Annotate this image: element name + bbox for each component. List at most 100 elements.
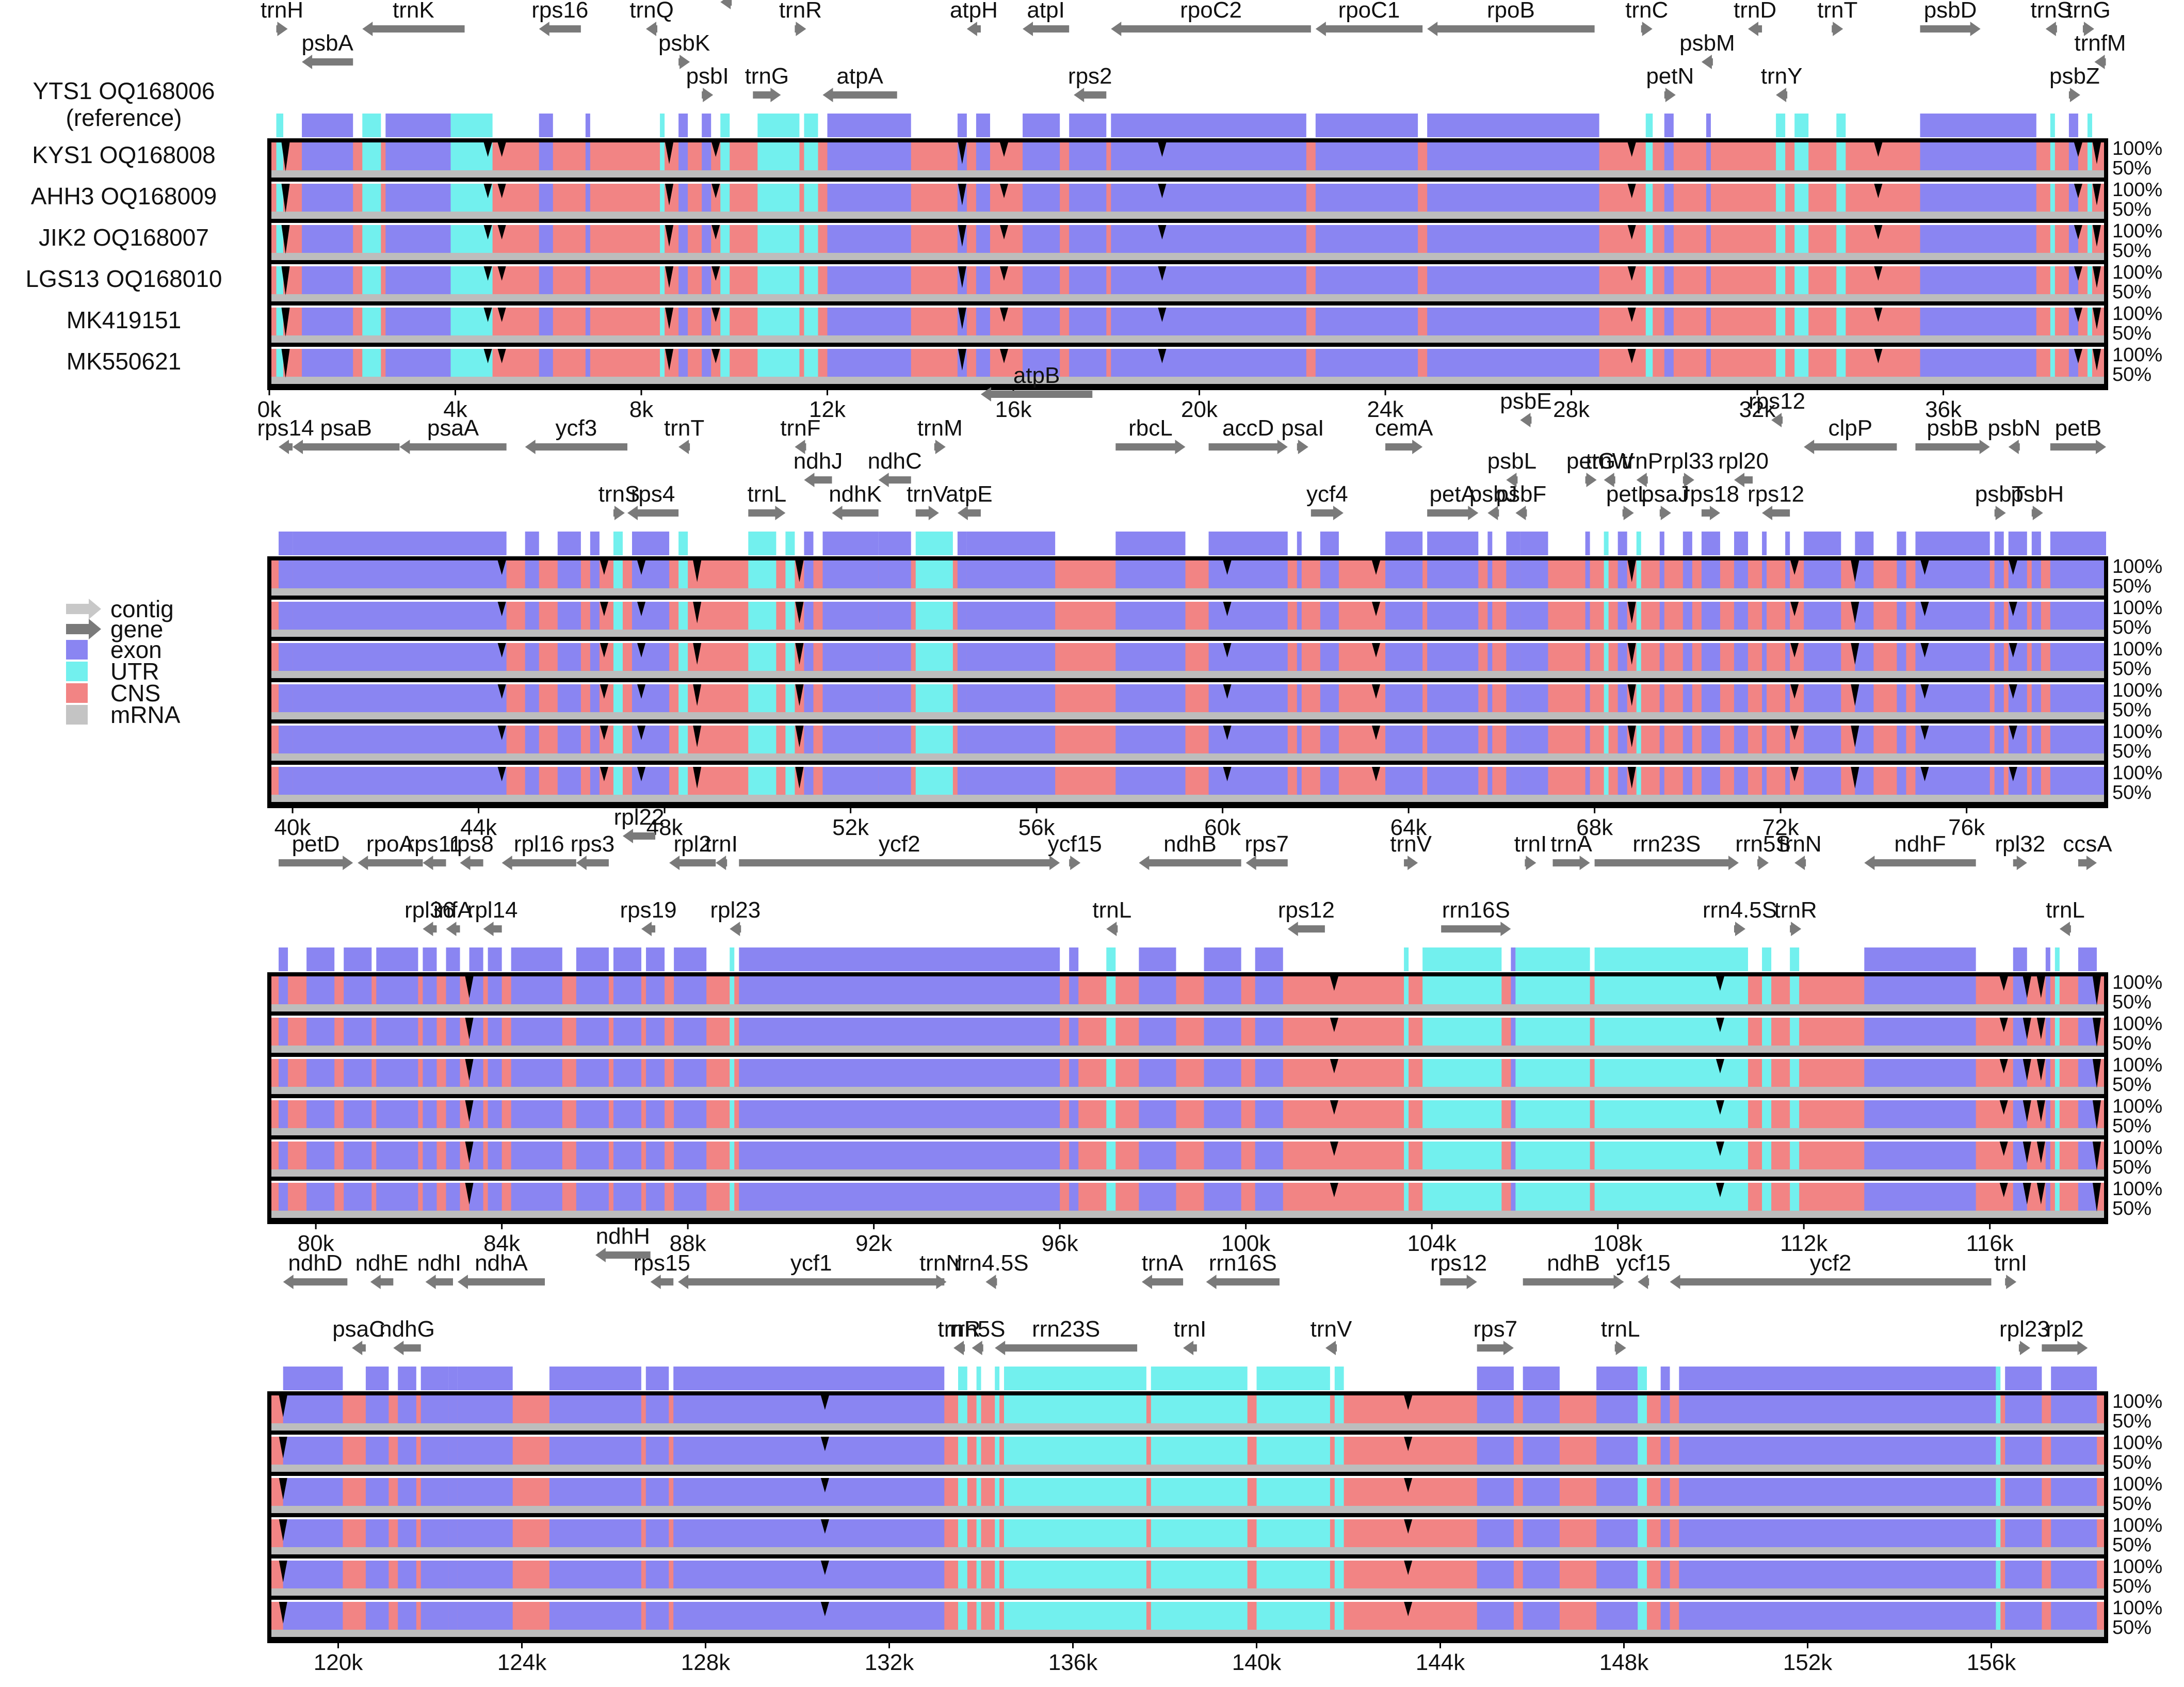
utr-band <box>1776 225 1786 255</box>
utr-band <box>976 1395 981 1425</box>
axis-tick-label: 40k <box>274 815 312 840</box>
axis-tick-label: 60k <box>1204 815 1241 840</box>
annotation-bar <box>376 947 418 971</box>
panel: 100%50%100%50%100%50%100%50%100%50%100%5… <box>267 805 2162 1256</box>
exon-band <box>1520 684 1548 714</box>
gene-arrow <box>1139 856 1241 870</box>
conservation-dip <box>1000 349 1008 363</box>
annotation-bar <box>283 1367 343 1390</box>
annotation-bar <box>1315 114 1418 137</box>
gene-arrow <box>2094 55 2106 69</box>
exon-band <box>1297 560 1302 590</box>
conservation-dip <box>2092 1100 2101 1129</box>
exon-band <box>957 684 967 714</box>
conservation-dip <box>2036 1059 2045 1081</box>
exon-band <box>2050 602 2106 632</box>
annotation-bar <box>362 114 381 137</box>
conservation-dip <box>279 1602 287 1624</box>
annotation-bar <box>446 947 460 971</box>
utr-band <box>785 767 795 797</box>
exon-band <box>2045 1018 2050 1048</box>
exon-band <box>1427 349 1599 379</box>
gene-label: psbE <box>1500 389 1551 414</box>
utr-band <box>2054 1142 2060 1171</box>
conservation-dip <box>711 266 720 281</box>
utr-band <box>1604 643 1609 673</box>
conservation-dip <box>1999 1183 2008 1197</box>
conservation-dip <box>600 726 608 740</box>
gene-arrow <box>678 1275 945 1289</box>
gene-arrow <box>1771 413 1783 427</box>
exon-band <box>549 1561 641 1590</box>
annotation-bar <box>365 1367 389 1390</box>
utr-band <box>2087 349 2092 379</box>
utr-band <box>2050 225 2055 255</box>
exon-band <box>804 684 814 714</box>
gene-arrow <box>2045 22 2057 36</box>
exon-band <box>1427 184 1599 214</box>
gene-arrow <box>678 55 690 69</box>
exon-band <box>1520 643 1548 673</box>
annotation-bar <box>966 532 1056 555</box>
percent-50-label: 50% <box>2112 199 2151 220</box>
exon-band <box>1596 1437 1638 1467</box>
exon-band <box>1994 726 2004 756</box>
exon-band <box>1915 767 1990 797</box>
exon-band <box>976 225 990 255</box>
percent-100-label: 100% <box>2112 556 2162 577</box>
utr-band <box>678 726 688 756</box>
exon-band <box>827 184 911 214</box>
exon-band <box>1139 1183 1176 1213</box>
utr-band <box>1604 602 1609 632</box>
gene-label: rps8 <box>449 831 494 857</box>
utr-band <box>678 684 688 714</box>
exon-band <box>576 1142 609 1171</box>
exon-band <box>1897 767 1906 797</box>
axis-tick-label: 4k <box>443 397 467 422</box>
gene-arrow <box>1287 922 1325 936</box>
conservation-dip <box>2023 1100 2031 1122</box>
annotation-bar <box>673 1367 945 1390</box>
exon-band <box>2050 767 2106 797</box>
gene-arrow <box>370 1275 394 1289</box>
exon-band <box>420 1478 449 1508</box>
annotation-bar <box>1915 532 1990 555</box>
exon-band <box>423 1018 437 1048</box>
exon-band <box>1320 767 1339 797</box>
exon-band <box>576 1059 609 1089</box>
percent-100-label: 100% <box>2112 1515 2162 1536</box>
conservation-dip <box>2023 976 2031 998</box>
exon-band <box>976 184 990 214</box>
conservation-dip <box>1000 142 1008 157</box>
exon-band <box>283 1437 343 1467</box>
conservation-dip <box>2092 349 2101 371</box>
track-line <box>269 1423 2106 1431</box>
gene-arrow <box>966 22 981 36</box>
annotation-bar <box>678 532 688 555</box>
exon-band <box>878 602 911 632</box>
gene-label: clpP <box>1829 415 1873 441</box>
annotation-bar <box>302 114 353 137</box>
gene-label: trnG <box>745 63 789 89</box>
utr-band <box>1762 1100 1772 1130</box>
exon-band <box>385 184 451 214</box>
exon-band <box>632 643 670 673</box>
exon-band <box>1659 643 1664 673</box>
utr-band <box>1151 1519 1248 1549</box>
exon-band <box>488 1100 502 1130</box>
annotation-bar <box>1762 532 1767 555</box>
utr-band <box>2050 266 2055 296</box>
exon-band <box>878 767 911 797</box>
annotation-bar <box>511 947 562 971</box>
exon-band <box>1023 184 1060 214</box>
exon-band <box>1523 1519 1560 1549</box>
gene-arrow <box>1523 1275 1624 1289</box>
annotation-bar <box>2078 947 2097 971</box>
exon-band <box>1385 684 1423 714</box>
exon-band <box>1706 349 1711 379</box>
exon-band <box>457 1519 513 1549</box>
exon-band <box>1427 726 1479 756</box>
exon-band <box>1734 643 1749 673</box>
exon-band <box>283 1519 343 1549</box>
exon-band <box>1506 560 1520 590</box>
